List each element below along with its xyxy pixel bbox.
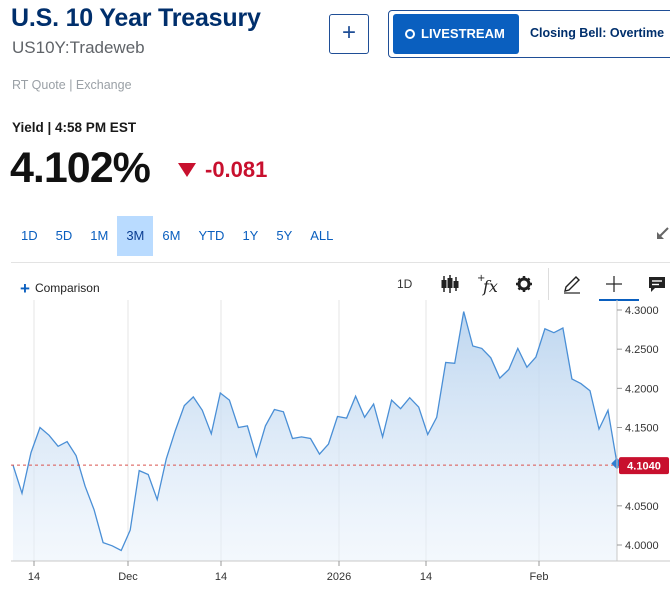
yield-price: 4.102%: [10, 144, 151, 192]
crosshair-icon[interactable]: [604, 272, 624, 296]
range-1d[interactable]: 1D: [21, 228, 38, 243]
toolbar-separator: [548, 268, 549, 300]
interval-button[interactable]: 1D: [397, 277, 413, 291]
range-5d[interactable]: 5D: [55, 228, 73, 243]
livestream-button[interactable]: LIVESTREAM: [393, 14, 519, 54]
function-icon[interactable]: + fx: [476, 272, 498, 296]
range-5y[interactable]: 5Y: [276, 228, 293, 243]
y-tick-label: 4.2500: [625, 344, 659, 356]
candlestick-icon[interactable]: [440, 272, 460, 296]
last-value-badge: [619, 457, 669, 475]
svg-text:fx: fx: [482, 277, 498, 296]
comparison-button[interactable]: + Comparison: [20, 279, 100, 299]
collapse-arrow-icon[interactable]: [654, 226, 670, 242]
livestream-banner[interactable]: LIVESTREAM Closing Bell: Overtime: [388, 10, 670, 58]
y-tick-label: 4.0000: [625, 540, 659, 552]
active-tool-indicator: [599, 299, 639, 301]
livestream-show-title[interactable]: Closing Bell: Overtime: [530, 26, 665, 40]
y-tick-label: 4.0500: [625, 501, 659, 513]
chart-divider: [11, 262, 670, 263]
last-value-label: 4.1040: [627, 461, 661, 473]
range-selector: 1D 5D 1M 3M 6M YTD 1Y 5Y ALL: [12, 216, 342, 256]
price-chart[interactable]: 4.30004.25004.20004.15004.10004.05004.00…: [11, 300, 670, 591]
x-tick-label: Dec: [118, 571, 138, 583]
chart-area-fill: [13, 311, 617, 561]
quote-source: RT Quote | Exchange: [12, 78, 132, 92]
x-tick-label: 14: [28, 571, 40, 583]
yield-timestamp: Yield | 4:58 PM EST: [12, 120, 137, 135]
gear-icon[interactable]: [515, 272, 533, 296]
yield-change: -0.081: [205, 157, 268, 182]
range-1m[interactable]: 1M: [90, 228, 109, 243]
range-6m[interactable]: 6M: [162, 228, 181, 243]
range-1y[interactable]: 1Y: [242, 228, 259, 243]
chart-svg[interactable]: 4.30004.25004.20004.15004.10004.05004.00…: [11, 300, 670, 591]
pencil-icon[interactable]: [562, 272, 582, 296]
comment-icon[interactable]: [647, 272, 667, 296]
chart-line-series: [12, 311, 618, 552]
plus-icon: +: [20, 279, 30, 298]
x-tick-label: 14: [420, 571, 432, 583]
x-tick-label: Feb: [530, 571, 549, 583]
y-tick-label: 4.2000: [625, 383, 659, 395]
y-tick-label: 4.3000: [625, 305, 659, 317]
down-arrow-icon: [178, 163, 196, 177]
range-3m[interactable]: 3M: [117, 216, 154, 256]
y-tick-label: 4.1500: [625, 423, 659, 435]
livestream-label: LIVESTREAM: [421, 26, 505, 41]
range-all[interactable]: ALL: [310, 228, 334, 243]
symbol-label: US10Y:Tradeweb: [12, 38, 145, 57]
page-title: U.S. 10 Year Treasury: [11, 4, 261, 32]
add-to-watchlist-button[interactable]: +: [329, 14, 369, 54]
range-ytd[interactable]: YTD: [198, 228, 225, 243]
comparison-label: Comparison: [34, 281, 100, 295]
live-dot-icon: [405, 29, 415, 39]
x-tick-label: 2026: [327, 571, 351, 583]
svg-text:+: +: [477, 273, 485, 284]
x-tick-label: 14: [215, 571, 227, 583]
